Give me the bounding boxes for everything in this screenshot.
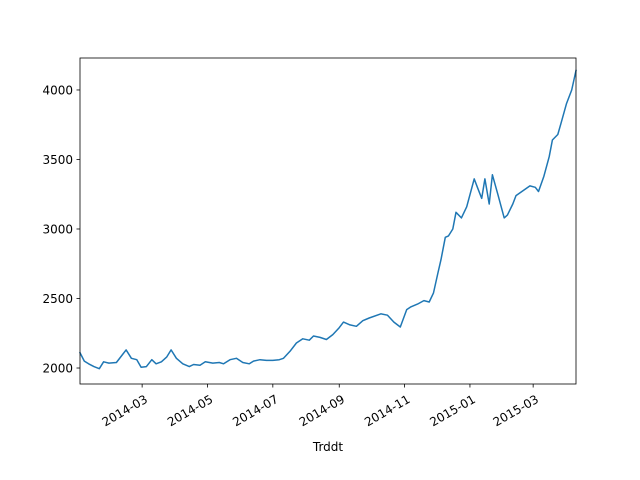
y-tick-label: 4000 [42, 83, 73, 97]
y-tick-label: 2000 [42, 362, 73, 376]
x-tick-label: 2014-09 [297, 392, 347, 429]
x-tick-label: 2014-05 [165, 392, 215, 429]
x-axis-label: Trddt [312, 440, 344, 454]
y-tick-label: 2500 [42, 292, 73, 306]
series-layer [78, 69, 577, 370]
x-tick-label: 2014-11 [362, 392, 412, 429]
x-tick-label: 2015-03 [491, 392, 541, 429]
x-tick-label: 2014-03 [100, 392, 150, 429]
series-line-0 [78, 69, 577, 370]
plot-frame [79, 57, 577, 385]
y-tick-label: 3000 [42, 222, 73, 236]
x-tick-label: 2014-07 [230, 392, 280, 429]
y-tick-label: 3500 [42, 153, 73, 167]
x-tick-label: 2015-01 [427, 392, 477, 429]
plot-area [80, 58, 576, 384]
